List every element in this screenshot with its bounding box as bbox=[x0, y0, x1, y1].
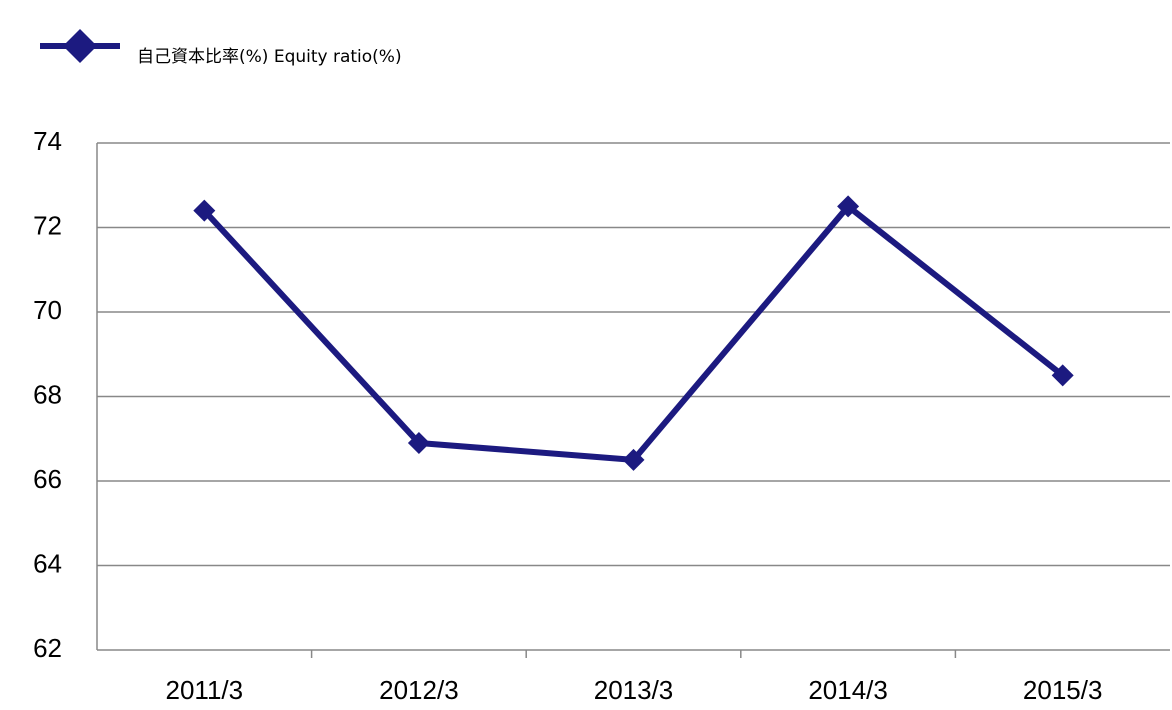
y-tick-label: 62 bbox=[33, 633, 62, 663]
legend-label: 自己資本比率(%) Equity ratio(%) bbox=[137, 47, 402, 67]
marker bbox=[622, 448, 645, 471]
x-tick-label: 2012/3 bbox=[379, 675, 459, 705]
marker bbox=[1051, 364, 1074, 387]
y-tick-label: 74 bbox=[33, 126, 62, 156]
legend-marker bbox=[63, 29, 97, 63]
marker bbox=[193, 199, 216, 222]
y-tick-label: 68 bbox=[33, 379, 62, 409]
x-tick-label: 2013/3 bbox=[594, 675, 674, 705]
marker bbox=[407, 431, 430, 454]
x-tick-label: 2011/3 bbox=[166, 675, 244, 705]
x-tick-label: 2015/3 bbox=[1023, 675, 1103, 705]
y-tick-label: 70 bbox=[33, 295, 62, 325]
y-tick-label: 66 bbox=[33, 464, 62, 494]
x-tick-label: 2014/3 bbox=[808, 675, 888, 705]
marker bbox=[837, 195, 860, 218]
y-tick-label: 72 bbox=[33, 210, 62, 240]
y-tick-label: 64 bbox=[33, 548, 62, 578]
